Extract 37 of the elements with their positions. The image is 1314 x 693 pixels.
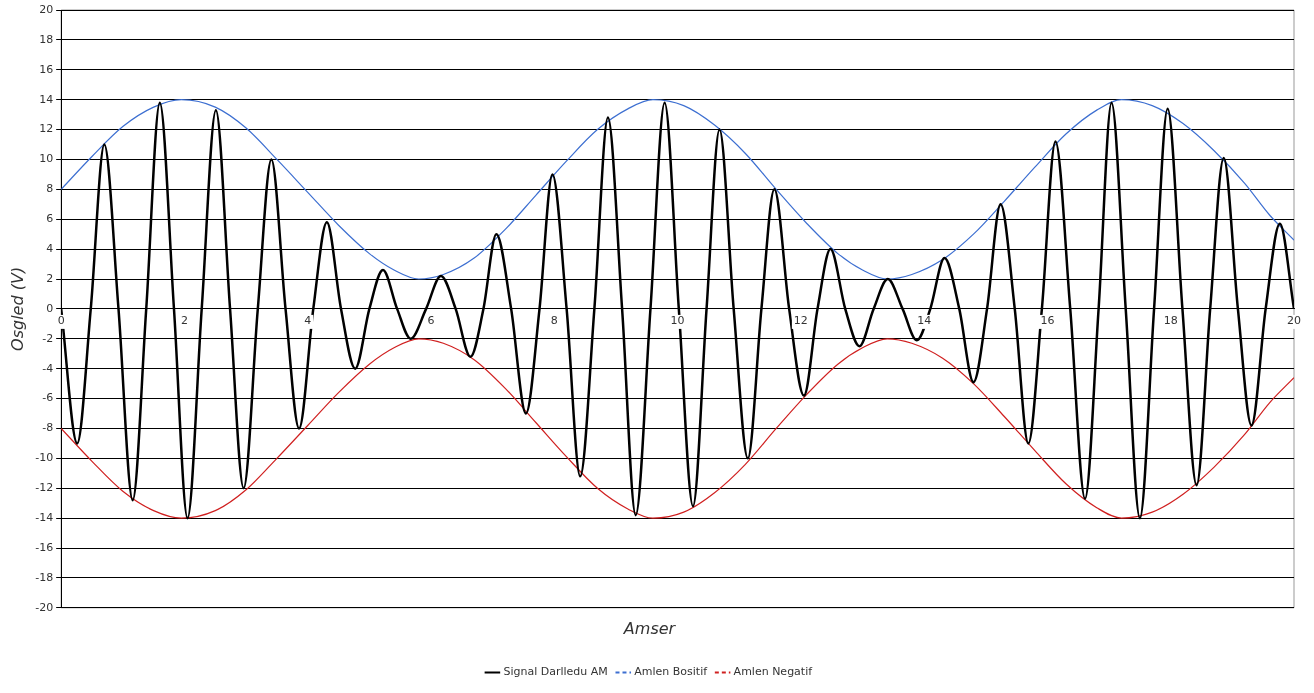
legend-label: Signal Darlledu AM bbox=[503, 665, 608, 679]
y-tick-label: -2 bbox=[42, 331, 54, 345]
y-tick-label: -10 bbox=[35, 451, 54, 465]
y-tick-label: 20 bbox=[39, 2, 54, 16]
y-tick-label: 8 bbox=[46, 182, 54, 196]
y-tick-label: 4 bbox=[46, 241, 54, 255]
y-tick-label: -12 bbox=[35, 481, 54, 495]
y-tick-label: 16 bbox=[39, 62, 54, 76]
x-tick-label: 14 bbox=[917, 314, 932, 328]
y-tick-label: 10 bbox=[39, 152, 54, 166]
x-tick-label: 8 bbox=[550, 314, 558, 328]
legend-label: Amlen Negatif bbox=[733, 665, 814, 679]
x-tick-label: 4 bbox=[304, 314, 312, 328]
y-tick-label: 2 bbox=[46, 271, 54, 285]
y-tick-label: -14 bbox=[35, 510, 54, 524]
x-axis-title: Amser bbox=[622, 618, 677, 638]
x-tick-label: 20 bbox=[1287, 314, 1301, 328]
x-tick-label: 6 bbox=[427, 314, 435, 328]
x-tick-label: 0 bbox=[57, 314, 65, 328]
y-tick-label: 12 bbox=[39, 122, 54, 136]
x-tick-label: 10 bbox=[670, 314, 685, 328]
y-tick-label: -8 bbox=[42, 421, 54, 435]
y-tick-label: -4 bbox=[42, 361, 54, 375]
y-tick-label: -20 bbox=[35, 600, 54, 614]
y-tick-label: 18 bbox=[39, 32, 54, 46]
y-tick-label: 6 bbox=[46, 212, 54, 226]
y-tick-label: 0 bbox=[46, 301, 54, 315]
y-tick-label: 14 bbox=[39, 92, 54, 106]
y-tick-label: -6 bbox=[42, 391, 54, 405]
y-tick-label: -16 bbox=[35, 540, 54, 554]
x-tick-label: 18 bbox=[1163, 314, 1178, 328]
legend-label: Amlen Bositif bbox=[634, 665, 709, 679]
x-tick-label: 12 bbox=[793, 314, 808, 328]
y-axis-title: Osgled (V) bbox=[7, 266, 27, 351]
y-tick-label: -18 bbox=[35, 570, 54, 584]
x-tick-label: 2 bbox=[180, 314, 188, 328]
x-tick-label: 16 bbox=[1040, 314, 1055, 328]
